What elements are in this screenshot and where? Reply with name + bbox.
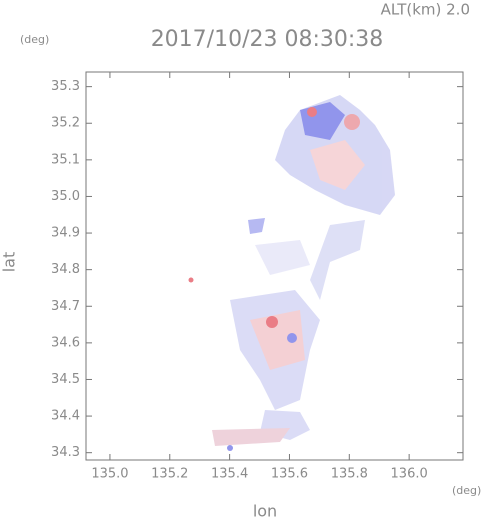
echo: [212, 428, 290, 446]
echo: [307, 107, 317, 117]
plot-frame: [85, 71, 464, 461]
x-tick-label: 135.2: [151, 467, 188, 482]
y-tick-label: 34.5: [51, 372, 80, 387]
echo: [287, 333, 297, 343]
echo: [344, 114, 360, 130]
echo: [266, 316, 278, 328]
x-tick-label: 136.0: [391, 467, 428, 482]
x-tick-label: 135.0: [91, 467, 128, 482]
echo: [310, 140, 365, 190]
x-tick-label: 135.6: [271, 467, 308, 482]
echo: [248, 218, 265, 234]
y-tick-label: 34.7: [51, 299, 80, 314]
y-tick-label: 34.3: [51, 445, 80, 460]
echo: [188, 277, 194, 283]
y-tick-label: 34.9: [51, 226, 80, 241]
y-tick-label: 34.4: [51, 409, 80, 424]
y-label: lat: [0, 252, 19, 273]
y-tick-label: 35.2: [51, 116, 80, 131]
y-tick-label: 35.0: [51, 189, 80, 204]
echo: [227, 445, 233, 451]
x-label: lon: [253, 502, 277, 521]
ticks: [86, 72, 463, 460]
chart-title: 2017/10/23 08:30:38: [151, 27, 384, 52]
x-unit: (deg): [452, 484, 481, 497]
echo: [250, 310, 305, 370]
y-tick-label: 35.1: [51, 152, 80, 167]
y-unit: (deg): [20, 33, 49, 46]
y-tick-label: 34.8: [51, 262, 80, 277]
x-tick-label: 135.4: [211, 467, 248, 482]
echo: [310, 220, 365, 300]
echo: [255, 240, 310, 275]
radar-echoes: [188, 95, 395, 451]
x-tick-label: 135.8: [331, 467, 368, 482]
y-tick-label: 34.6: [51, 335, 80, 350]
altitude: ALT(km) 2.0: [381, 1, 470, 19]
y-tick-label: 35.3: [51, 79, 80, 94]
